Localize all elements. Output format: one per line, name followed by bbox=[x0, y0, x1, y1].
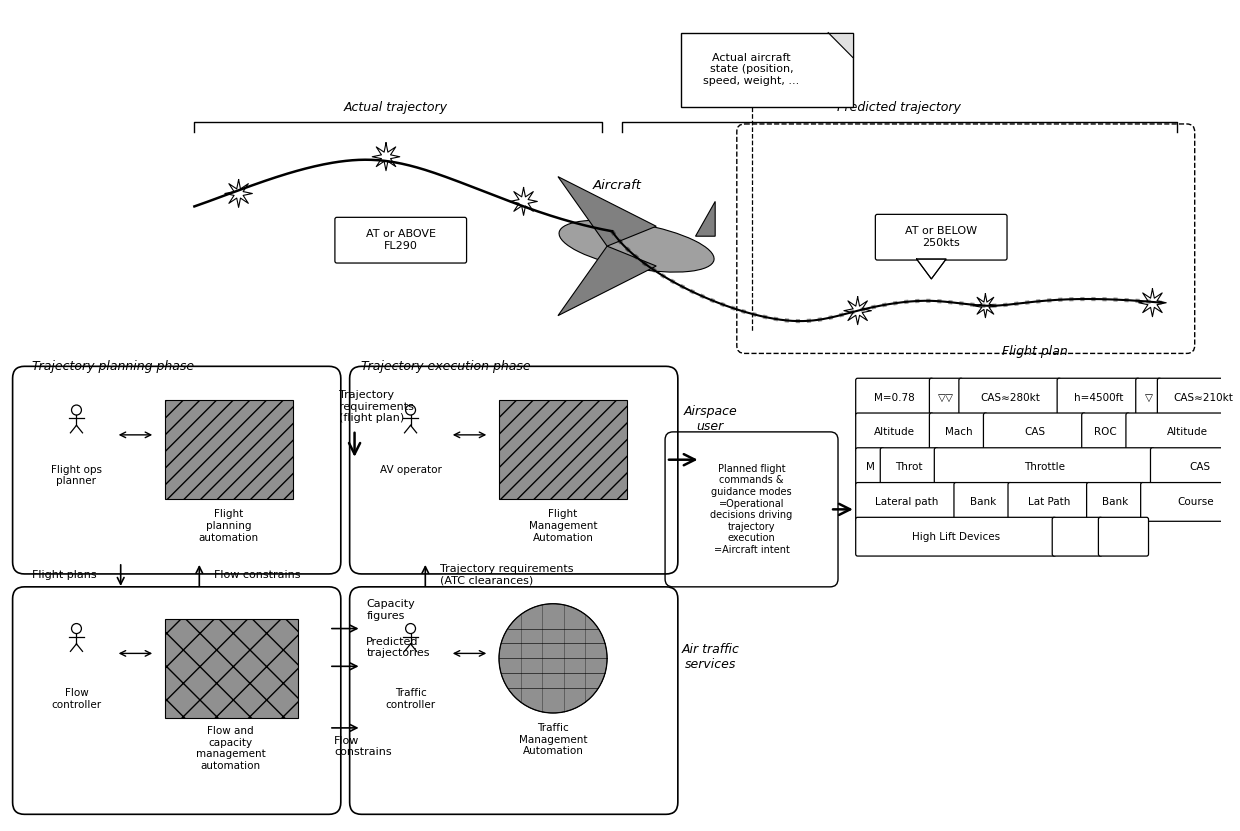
Text: Bank: Bank bbox=[1102, 497, 1128, 507]
Text: AT or ABOVE
FL290: AT or ABOVE FL290 bbox=[366, 229, 435, 251]
Text: Capacity
figures: Capacity figures bbox=[366, 599, 415, 621]
Polygon shape bbox=[916, 259, 946, 279]
Text: Predicted trajectory: Predicted trajectory bbox=[837, 101, 961, 114]
Text: h=4500ft: h=4500ft bbox=[1074, 392, 1123, 403]
Text: Trajectory execution phase: Trajectory execution phase bbox=[361, 361, 531, 373]
Text: High Lift Devices: High Lift Devices bbox=[911, 532, 999, 542]
FancyBboxPatch shape bbox=[1053, 518, 1102, 556]
Text: Flight ops
planner: Flight ops planner bbox=[51, 465, 102, 486]
Text: Traffic
Management
Automation: Traffic Management Automation bbox=[518, 723, 588, 756]
Polygon shape bbox=[828, 32, 853, 57]
FancyBboxPatch shape bbox=[1136, 378, 1162, 417]
FancyBboxPatch shape bbox=[1157, 378, 1240, 417]
FancyBboxPatch shape bbox=[1086, 483, 1145, 521]
Ellipse shape bbox=[559, 220, 714, 272]
Text: Flow
controller: Flow controller bbox=[51, 688, 102, 710]
Text: Traffic
controller: Traffic controller bbox=[386, 688, 435, 710]
FancyBboxPatch shape bbox=[880, 448, 939, 486]
Text: Actual trajectory: Actual trajectory bbox=[343, 101, 448, 114]
Text: Bank: Bank bbox=[970, 497, 996, 507]
Bar bbox=[681, 32, 853, 107]
FancyBboxPatch shape bbox=[1151, 448, 1240, 486]
Polygon shape bbox=[558, 246, 656, 316]
FancyBboxPatch shape bbox=[930, 413, 987, 452]
Text: ▽▽: ▽▽ bbox=[939, 392, 954, 403]
Text: Lateral path: Lateral path bbox=[875, 497, 939, 507]
FancyBboxPatch shape bbox=[1008, 483, 1090, 521]
FancyBboxPatch shape bbox=[875, 214, 1007, 260]
Text: Airspace
user: Airspace user bbox=[683, 405, 737, 433]
Text: ▽: ▽ bbox=[1145, 392, 1152, 403]
FancyBboxPatch shape bbox=[856, 483, 957, 521]
Text: Air traffic
services: Air traffic services bbox=[681, 643, 739, 671]
Text: Aircraft: Aircraft bbox=[593, 179, 641, 191]
FancyBboxPatch shape bbox=[856, 448, 884, 486]
FancyBboxPatch shape bbox=[1058, 378, 1140, 417]
Text: CAS≈280kt: CAS≈280kt bbox=[980, 392, 1040, 403]
Text: Flow and
capacity
management
automation: Flow and capacity management automation bbox=[196, 726, 265, 770]
Text: Flight plans: Flight plans bbox=[31, 570, 97, 580]
Text: Altitude: Altitude bbox=[1167, 427, 1208, 437]
FancyBboxPatch shape bbox=[856, 413, 934, 452]
FancyBboxPatch shape bbox=[335, 218, 466, 263]
Text: ROC: ROC bbox=[1095, 427, 1117, 437]
Text: Predicted
trajectories: Predicted trajectories bbox=[366, 637, 430, 658]
Text: Mach: Mach bbox=[945, 427, 972, 437]
Text: AT or BELOW
250kts: AT or BELOW 250kts bbox=[905, 226, 977, 248]
Bar bbox=[165, 618, 298, 718]
Text: Altitude: Altitude bbox=[874, 427, 915, 437]
Text: Flow
constrains: Flow constrains bbox=[334, 735, 392, 757]
Polygon shape bbox=[696, 201, 715, 236]
Text: AV operator: AV operator bbox=[379, 465, 441, 475]
Text: Trajectory planning phase: Trajectory planning phase bbox=[32, 361, 195, 373]
Bar bbox=[165, 400, 293, 499]
Text: Flight plan: Flight plan bbox=[1002, 346, 1068, 358]
Text: Actual aircraft
state (position,
speed, weight, ...: Actual aircraft state (position, speed, … bbox=[703, 52, 800, 86]
Text: CAS≈210kt: CAS≈210kt bbox=[1173, 392, 1234, 403]
Text: Planned flight
commands &
guidance modes
=Operational
decisions driving
trajecto: Planned flight commands & guidance modes… bbox=[711, 464, 792, 555]
FancyBboxPatch shape bbox=[1141, 483, 1240, 521]
FancyBboxPatch shape bbox=[954, 483, 1012, 521]
Text: Throttle: Throttle bbox=[1024, 462, 1065, 472]
Text: Lat Path: Lat Path bbox=[1028, 497, 1070, 507]
FancyBboxPatch shape bbox=[1081, 413, 1130, 452]
Circle shape bbox=[498, 604, 608, 713]
FancyBboxPatch shape bbox=[1099, 518, 1148, 556]
FancyBboxPatch shape bbox=[856, 378, 934, 417]
Bar bbox=[498, 400, 626, 499]
FancyBboxPatch shape bbox=[983, 413, 1086, 452]
FancyBboxPatch shape bbox=[959, 378, 1061, 417]
Text: CAS: CAS bbox=[1189, 462, 1210, 472]
Text: M: M bbox=[866, 462, 874, 472]
Text: Flow constrains: Flow constrains bbox=[215, 570, 300, 580]
FancyBboxPatch shape bbox=[1126, 413, 1240, 452]
FancyBboxPatch shape bbox=[856, 518, 1056, 556]
Text: Flight
Management
Automation: Flight Management Automation bbox=[528, 509, 598, 543]
Text: Trajectory
requirements
(flight plan): Trajectory requirements (flight plan) bbox=[339, 391, 414, 423]
Text: Throt: Throt bbox=[895, 462, 923, 472]
FancyBboxPatch shape bbox=[930, 378, 962, 417]
Text: Course: Course bbox=[1177, 497, 1214, 507]
Text: M=0.78: M=0.78 bbox=[874, 392, 915, 403]
Polygon shape bbox=[558, 177, 656, 246]
Text: Flight
planning
automation: Flight planning automation bbox=[198, 509, 259, 543]
Text: Trajectory requirements
(ATC clearances): Trajectory requirements (ATC clearances) bbox=[440, 564, 574, 586]
FancyBboxPatch shape bbox=[934, 448, 1154, 486]
Text: CAS: CAS bbox=[1024, 427, 1045, 437]
